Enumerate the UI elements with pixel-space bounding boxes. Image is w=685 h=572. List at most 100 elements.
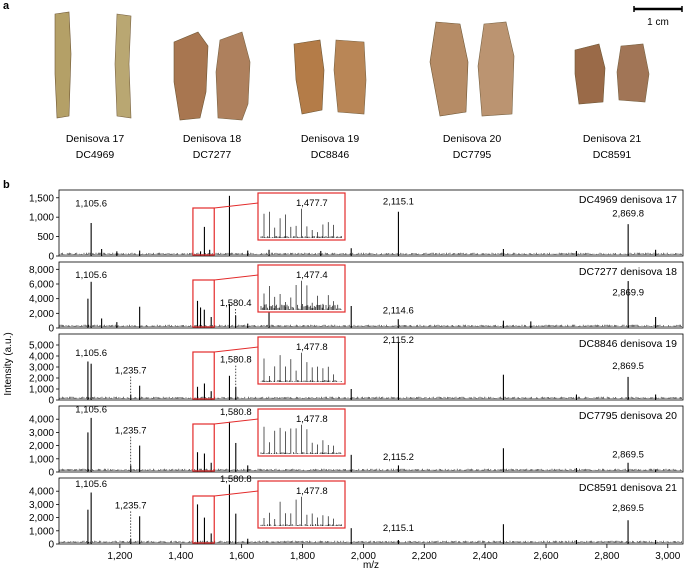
peak-label: 2,115.1 [383,196,414,207]
panel-b-letter: b [3,179,10,191]
spectrum-panel-2: 0 2,000 4,000 6,000 8,000 1,105.6 1,580.4 2,114… [29,261,684,335]
specimen-name: Denisova 18 [183,133,242,145]
spectrum-panel-1: 0 500 1,000 1,500 1,105.6 2,115.1 2,869.8 DC496… [29,189,684,263]
spectrum-panel-4: 0 1,000 2,000 3,000 4,000 1,105.6 1,235.7 1,580… [29,405,684,479]
peak-label: 1,105.6 [75,270,107,281]
x-tick-label: 2,000 [351,551,376,562]
specimen-18: Denisova 18 DC7277 [173,31,251,161]
y-tick-label: 2,000 [29,513,54,524]
peak-label: 2,869.5 [612,449,644,460]
specimen-code: DC8846 [311,149,350,161]
y-tick-label: 0 [48,540,54,551]
specimen-19: Denisova 19 DC8846 [293,39,367,161]
inset-peaks [260,280,342,310]
specimen-code: DC8591 [593,149,632,161]
inset-peaks [260,208,342,238]
peak-label: 2,115.2 [383,452,414,463]
inset-peaks [260,496,342,526]
spectrum-frame [58,189,684,257]
peak-label: 2,114.6 [383,305,414,316]
specimen-name: Denisova 21 [583,133,642,145]
y-tick-label: 500 [37,232,54,243]
x-axis-label: m/z [363,560,379,571]
inset-peak-label: 1,477.8 [296,342,328,353]
peak-label: 2,869.5 [612,361,644,372]
x-tick-label: 2,800 [594,551,619,562]
peak-label: 1,580.8 [220,355,252,366]
peak-label: 1,105.6 [75,198,107,209]
spectrum-title: DC4969 denisova 17 [579,194,677,206]
spectra-panels: 0 500 1,000 1,500 1,105.6 2,115.1 2,869.8 DC496… [29,189,684,551]
x-tick-label: 3,000 [655,551,680,562]
y-tick-label: 3,000 [29,428,54,439]
spectrum-baseline [59,540,682,543]
inset-peaks [260,424,342,454]
specimen-photo-back [477,21,515,117]
y-tick-label: 1,000 [29,526,54,537]
peak-label: 1,235.7 [115,426,147,437]
y-tick-label: 4,000 [29,294,54,305]
y-axis-label: Intensity (a.u.) [3,332,14,395]
peak-label: 2,869.9 [612,288,644,299]
x-tick-label: 2,600 [534,551,559,562]
specimen-code: DC7795 [453,149,492,161]
y-tick-label: 0 [48,324,54,335]
y-tick-label: 1,000 [29,385,54,396]
zoom-box [192,423,215,472]
peak-label: 1,580.8 [220,407,252,418]
y-tick-label: 4,000 [29,352,54,363]
specimen-name: Denisova 17 [66,133,125,145]
spectrum-panel-5: 0 1,000 2,000 3,000 4,000 1,105.6 1,235.7 1,580… [29,474,684,551]
peak-label: 2,115.1 [383,523,414,534]
y-tick-label: 1,000 [29,454,54,465]
specimen-photo-front [54,11,72,119]
peak-label: 2,869.8 [612,208,644,219]
x-tick-label: 1,200 [107,551,132,562]
specimen-photo-front [574,43,606,105]
y-tick-label: 2,000 [29,374,54,385]
spectrum-title: DC7277 denisova 18 [579,266,677,278]
peak-label: 1,105.6 [75,405,107,416]
peak-label: 1,105.6 [75,348,107,359]
specimen-photo-back [215,31,251,121]
y-tick-label: 1,500 [29,193,54,204]
specimen-photo-front [293,39,325,115]
zoom-box [192,495,215,544]
peak-label: 2,115.2 [383,335,414,346]
spectrum-frame [58,261,684,329]
peak-label: 1,580.4 [220,298,252,309]
specimen-photo-front [173,31,209,121]
x-tick-label: 1,800 [290,551,315,562]
peak-label: 1,580.8 [220,474,252,485]
x-tick-label: 2,200 [412,551,437,562]
spectrum-title: DC8846 denisova 19 [579,338,677,350]
specimen-code: DC4969 [76,149,115,161]
spectrum-baseline [59,324,682,327]
specimen-photo-back [114,13,132,119]
spectrum-title: DC7795 denisova 20 [579,410,677,422]
inset-peak-label: 1,477.8 [296,414,328,425]
y-tick-label: 6,000 [29,280,54,291]
specimen-code: DC7277 [193,149,232,161]
peak-label: 1,105.6 [75,479,107,490]
y-tick-label: 3,000 [29,363,54,374]
zoom-box [192,207,215,256]
inset-peak-label: 1,477.7 [296,198,328,209]
panel-a-letter: a [3,0,10,12]
zoom-connector [214,418,259,425]
zoom-connector [214,346,259,353]
x-axis: 1,200 1,400 1,600 1,800 2,000 2,200 2,400 2,600… [107,544,681,562]
spectrum-baseline [59,468,682,471]
zoom-connector [214,490,259,497]
y-tick-label: 0 [48,396,54,407]
x-tick-label: 1,600 [229,551,254,562]
y-tick-label: 2,000 [29,441,54,452]
y-tick-label: 0 [48,468,54,479]
inset-peak-label: 1,477.4 [296,270,328,281]
specimen-photo-front [429,21,469,117]
y-tick-label: 4,000 [29,487,54,498]
specimen-name: Denisova 19 [301,133,360,145]
